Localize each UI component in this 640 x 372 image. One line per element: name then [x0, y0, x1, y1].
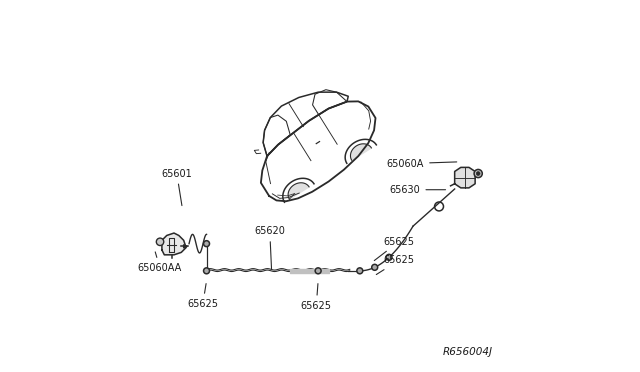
Circle shape	[476, 171, 480, 176]
Circle shape	[386, 254, 392, 260]
Circle shape	[204, 241, 209, 247]
Text: 65625: 65625	[374, 237, 414, 260]
Polygon shape	[162, 233, 186, 255]
Text: 65060A: 65060A	[387, 159, 457, 169]
Circle shape	[357, 268, 363, 274]
Text: 65625: 65625	[301, 283, 332, 311]
Text: 65620: 65620	[254, 226, 285, 269]
Circle shape	[204, 268, 209, 274]
Polygon shape	[351, 144, 371, 160]
Text: 65625: 65625	[188, 283, 218, 309]
Text: 65601: 65601	[161, 169, 192, 206]
Text: 65630: 65630	[390, 185, 445, 195]
Circle shape	[474, 169, 483, 178]
Circle shape	[372, 264, 378, 270]
Polygon shape	[288, 183, 309, 199]
Polygon shape	[184, 245, 188, 248]
Text: 65060AA: 65060AA	[138, 252, 182, 273]
Text: 65625: 65625	[376, 256, 414, 275]
Circle shape	[315, 268, 321, 274]
Polygon shape	[454, 167, 475, 188]
Circle shape	[156, 238, 164, 246]
Text: R656004J: R656004J	[443, 347, 493, 357]
